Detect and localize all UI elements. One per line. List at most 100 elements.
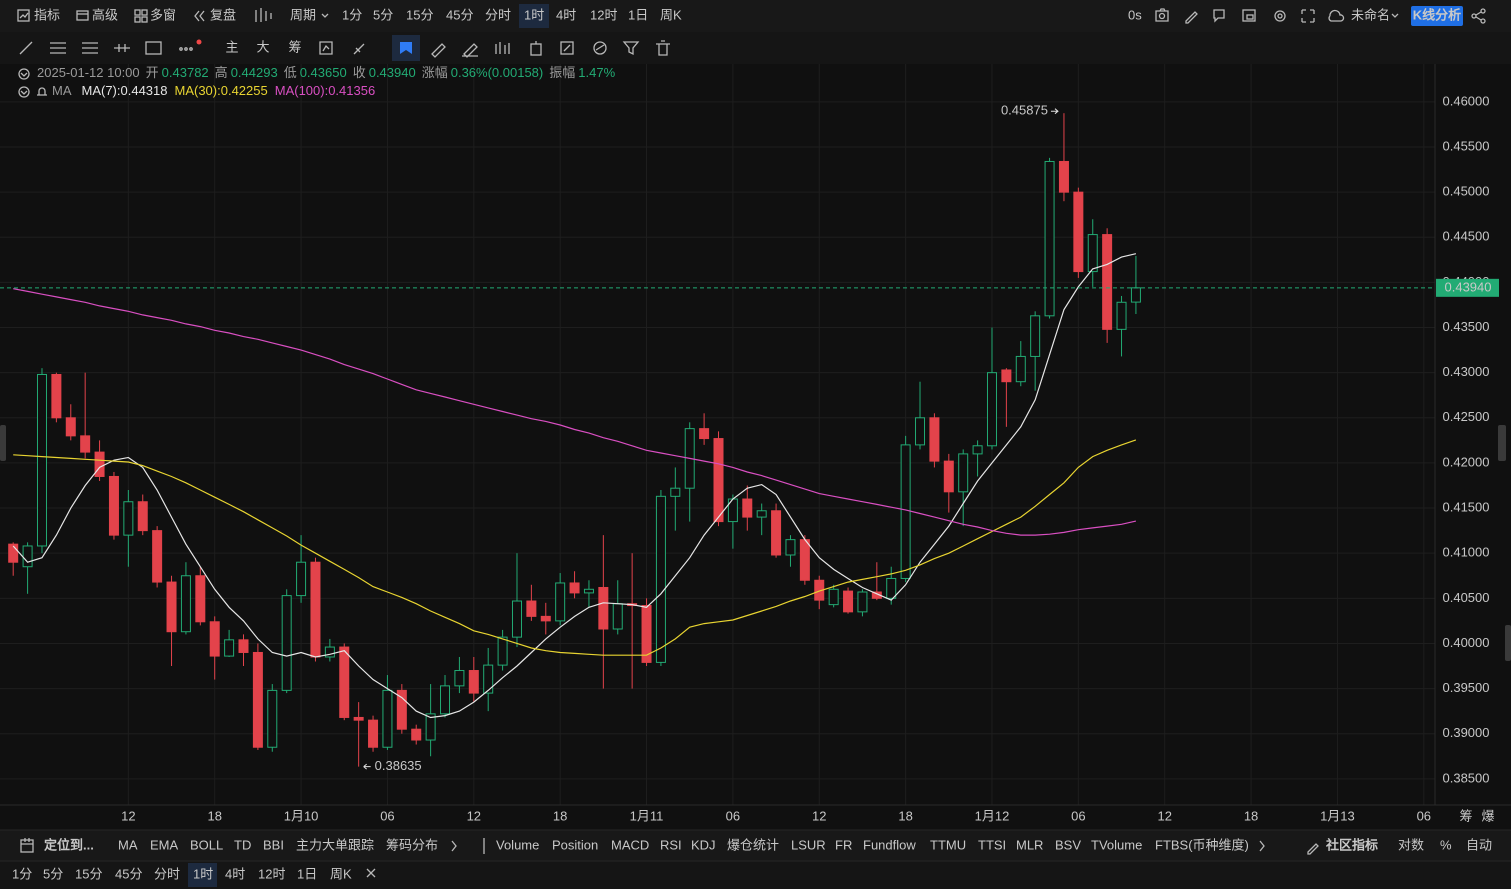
sub-indicator[interactable]: LSUR bbox=[791, 837, 826, 852]
axis-corner-label[interactable]: 爆 bbox=[1481, 808, 1494, 823]
candle-body bbox=[497, 636, 508, 666]
analysis-button[interactable] bbox=[1411, 6, 1463, 26]
legend-label: 涨幅 bbox=[422, 65, 448, 80]
timeframe[interactable]: 45分 bbox=[446, 7, 473, 22]
toolbar-item[interactable]: 多窗 bbox=[150, 7, 176, 22]
percent-toggle[interactable]: % bbox=[1440, 837, 1452, 852]
main-indicator[interactable]: MA bbox=[118, 837, 138, 852]
auto-toggle[interactable]: 自动 bbox=[1466, 837, 1492, 852]
y-tick-label: 0.42000 bbox=[1443, 454, 1490, 469]
log-toggle[interactable]: 对数 bbox=[1398, 837, 1424, 852]
candle-body bbox=[900, 444, 911, 579]
candle-body bbox=[958, 453, 969, 493]
candle-body bbox=[454, 670, 465, 687]
candle-body bbox=[886, 577, 897, 599]
sub-indicator[interactable]: TVolume bbox=[1091, 837, 1142, 852]
toolbar-icons[interactable] bbox=[17, 8, 1486, 24]
main-indicator[interactable]: 主力大单跟踪 bbox=[296, 837, 374, 852]
drawing-icons[interactable] bbox=[19, 40, 670, 58]
candle-body bbox=[353, 716, 364, 721]
y-tick-label: 0.39500 bbox=[1443, 680, 1490, 695]
x-tick-label: 12 bbox=[1157, 808, 1171, 823]
axis-corner-label[interactable]: 筹 bbox=[1459, 808, 1472, 823]
sub-indicator[interactable]: MLR bbox=[1016, 837, 1043, 852]
timeframe[interactable]: 12时 bbox=[590, 7, 617, 22]
sub-indicator[interactable]: TTSI bbox=[978, 837, 1006, 852]
timeframe[interactable]: 1日 bbox=[628, 7, 648, 22]
timeframe[interactable]: 5分 bbox=[373, 7, 393, 22]
bottom-timeframe[interactable]: 15分 bbox=[75, 866, 102, 881]
bottom-timeframe[interactable]: 12时 bbox=[258, 866, 285, 881]
toolbar-item[interactable]: 指标 bbox=[34, 7, 60, 22]
ma-legend-item: MA(7):0.44318 bbox=[82, 83, 168, 98]
locate[interactable]: 定位到... bbox=[43, 837, 94, 852]
bottom-timeframe[interactable]: 45分 bbox=[115, 866, 142, 881]
main-indicator[interactable]: EMA bbox=[150, 837, 179, 852]
sub-indicator[interactable]: MACD bbox=[611, 837, 649, 852]
candle-body bbox=[8, 543, 19, 563]
sub-indicator[interactable]: RSI bbox=[660, 837, 682, 852]
timeframe[interactable]: 15分 bbox=[406, 7, 433, 22]
panel-handle[interactable] bbox=[0, 425, 6, 461]
main-indicator[interactable]: TD bbox=[234, 837, 251, 852]
ma-legend-item: MA(30):0.42255 bbox=[175, 83, 268, 98]
tool-label[interactable]: 大 bbox=[256, 39, 269, 54]
bottom-timeframe[interactable]: 5分 bbox=[43, 866, 63, 881]
x-tick-label: 18 bbox=[1244, 808, 1258, 823]
candle-body bbox=[1058, 160, 1069, 193]
ma-legend-item: MA(100):0.41356 bbox=[275, 83, 375, 98]
analysis-button-label[interactable]: K线分析 bbox=[1413, 7, 1461, 22]
timeframe[interactable]: 1分 bbox=[342, 7, 362, 22]
candle-body bbox=[195, 575, 206, 623]
legend-icons bbox=[18, 68, 47, 98]
sub-indicator[interactable]: TTMU bbox=[930, 837, 966, 852]
candle-body bbox=[742, 498, 753, 518]
candle-body bbox=[511, 600, 522, 638]
main-indicator[interactable]: BOLL bbox=[190, 837, 223, 852]
x-tick-label: 06 bbox=[1417, 808, 1431, 823]
bottom-timeframe[interactable]: 1分 bbox=[12, 866, 32, 881]
period-menu[interactable]: 周期 bbox=[290, 7, 316, 22]
panel-handle[interactable] bbox=[1498, 425, 1506, 461]
bottom-timeframe[interactable]: 1时 bbox=[193, 866, 213, 881]
timeframe[interactable]: 分时 bbox=[485, 7, 511, 22]
candle-body bbox=[828, 588, 839, 606]
sub-indicator[interactable]: FR bbox=[835, 837, 852, 852]
bottom-timeframe[interactable]: 4时 bbox=[225, 866, 245, 881]
sub-indicator[interactable]: KDJ bbox=[691, 837, 716, 852]
layout-name[interactable]: 未命名 bbox=[1351, 7, 1390, 22]
sub-indicator[interactable]: Position bbox=[552, 837, 598, 852]
legend-value: 0.44293 bbox=[231, 65, 278, 80]
tool-label[interactable]: 主 bbox=[225, 39, 238, 54]
timeframe[interactable]: 1时 bbox=[524, 7, 544, 22]
bottom-timeframe[interactable]: 周K bbox=[330, 866, 352, 881]
timeframe[interactable]: 周K bbox=[660, 7, 682, 22]
toolbar-item[interactable]: 复盘 bbox=[210, 7, 236, 22]
main-indicator[interactable]: BBI bbox=[263, 837, 284, 852]
panel-handle[interactable] bbox=[1505, 625, 1511, 661]
y-tick-label: 0.45500 bbox=[1443, 138, 1490, 153]
toolbar-item[interactable]: 高级 bbox=[92, 7, 118, 22]
tool-label[interactable]: 筹 bbox=[288, 39, 301, 54]
sub-indicator[interactable]: BSV bbox=[1055, 837, 1081, 852]
indicator-icons[interactable] bbox=[20, 838, 1319, 878]
sub-indicator[interactable]: Volume bbox=[496, 837, 539, 852]
bottom-timeframe[interactable]: 分时 bbox=[154, 866, 180, 881]
sub-indicator[interactable]: 爆仓统计 bbox=[727, 837, 779, 852]
community[interactable]: 社区指标 bbox=[1325, 837, 1378, 852]
candles bbox=[8, 113, 1141, 767]
sub-indicator[interactable]: Fundflow bbox=[863, 837, 916, 852]
candle-body bbox=[655, 495, 666, 663]
candle-body bbox=[1130, 287, 1141, 303]
x-tick-label: 1月10 bbox=[284, 808, 319, 823]
candle-body bbox=[224, 639, 235, 657]
timeframe[interactable]: 4时 bbox=[556, 7, 576, 22]
sub-indicator[interactable]: FTBS(币种维度) bbox=[1155, 837, 1249, 852]
bottom-timeframe[interactable]: 1日 bbox=[297, 866, 317, 881]
legend-value: 0.43940 bbox=[369, 65, 416, 80]
candle-body bbox=[713, 438, 724, 523]
last-price-label: 0.43940 bbox=[1445, 279, 1492, 294]
y-tick-label: 0.41500 bbox=[1443, 499, 1490, 514]
main-indicator[interactable]: 筹码分布 bbox=[386, 837, 438, 852]
candle-body bbox=[166, 581, 177, 633]
